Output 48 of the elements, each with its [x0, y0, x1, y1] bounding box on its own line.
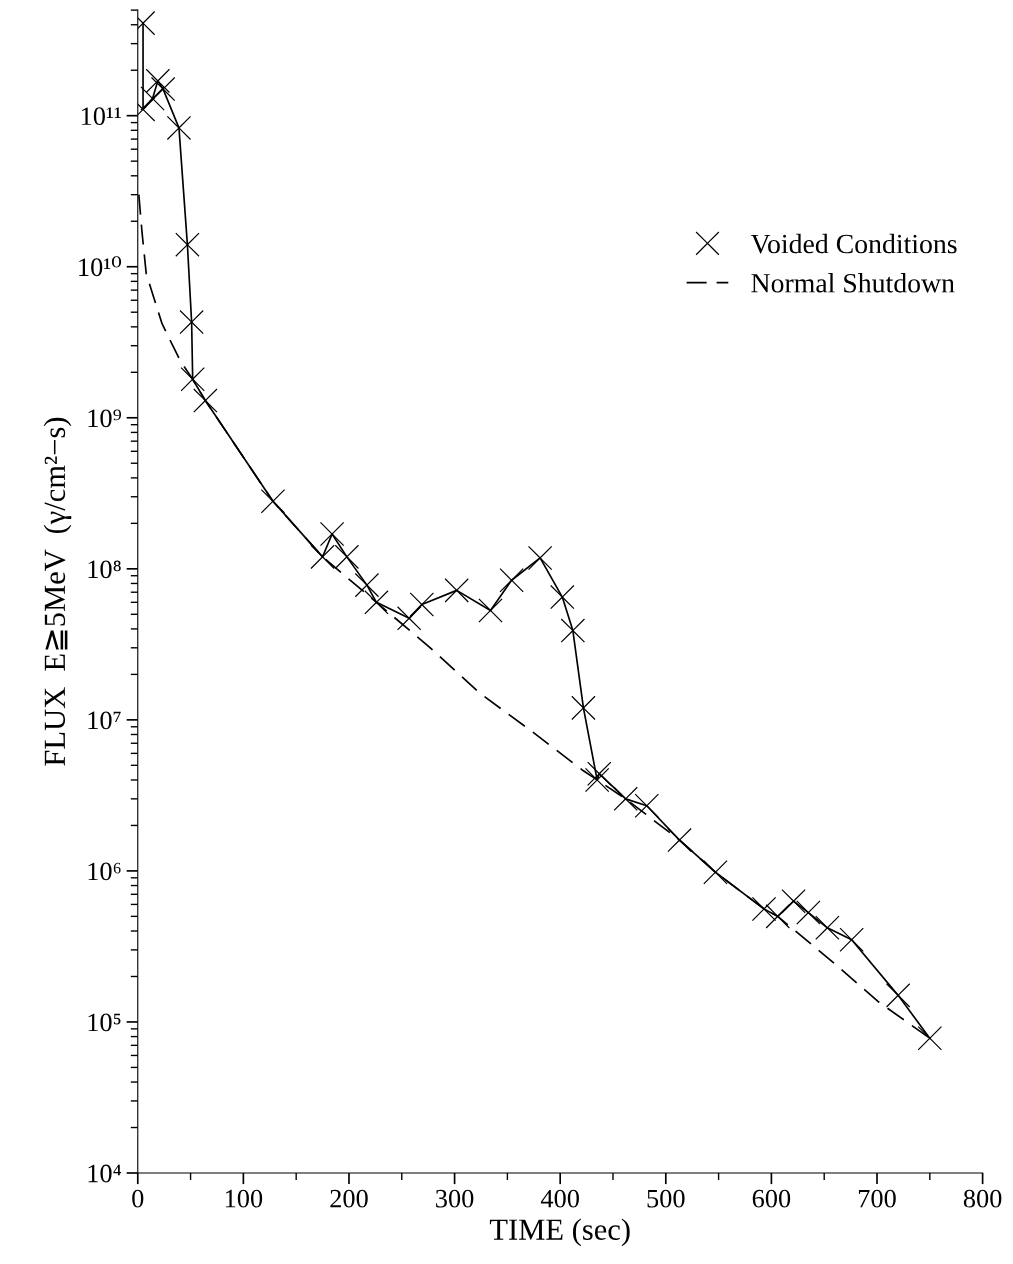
x-tick-label: 800 [963, 1189, 1002, 1208]
point [175, 232, 200, 257]
x-tick-label: 100 [225, 1189, 263, 1208]
y-tick-label: 10¹¹ [81, 107, 121, 126]
y-tick-label: 10⁶ [88, 862, 121, 881]
legend-label: Normal Shutdown [751, 273, 955, 293]
x-axis-title: TIME (sec) [489, 1218, 630, 1247]
point [839, 927, 864, 952]
point [613, 786, 638, 811]
point [667, 828, 692, 853]
point [703, 860, 728, 885]
point [179, 310, 204, 335]
point [571, 695, 596, 720]
point [560, 618, 585, 643]
point [796, 900, 821, 925]
y-tick-label: 10⁷ [88, 711, 121, 730]
point [886, 983, 911, 1008]
y-tick-label: 10⁸ [88, 560, 121, 579]
point [193, 388, 218, 413]
point [260, 489, 285, 514]
point [444, 578, 469, 603]
x-tick-label: 400 [540, 1189, 579, 1208]
x-tick-label: 600 [752, 1189, 791, 1208]
x-tick-label: 0 [132, 1189, 144, 1208]
point [917, 1026, 942, 1051]
y-tick-label: 10⁴ [88, 1164, 122, 1183]
x-tick-label: 300 [436, 1189, 474, 1208]
point [587, 761, 612, 786]
point [815, 915, 840, 940]
point [310, 544, 335, 569]
y-tick-label: 10⁵ [88, 1013, 121, 1032]
y-axis-title: FLUX E≧5MeV (γ/cm²−s) [43, 417, 72, 766]
x-tick-label: 200 [330, 1189, 368, 1208]
x-tick-label: 700 [858, 1189, 896, 1208]
y-tick-label: 10⁹ [88, 409, 122, 428]
y-tick-label: 10¹⁰ [79, 256, 122, 277]
point [499, 568, 524, 593]
point [550, 585, 575, 610]
point [364, 590, 389, 615]
point [781, 889, 806, 914]
x-tick-label: 500 [647, 1189, 685, 1208]
point [409, 592, 434, 617]
legend-label: Voided Conditions [750, 233, 957, 254]
point [354, 573, 379, 598]
point [151, 77, 176, 102]
point [180, 367, 205, 392]
point [634, 793, 659, 818]
point [334, 544, 359, 569]
